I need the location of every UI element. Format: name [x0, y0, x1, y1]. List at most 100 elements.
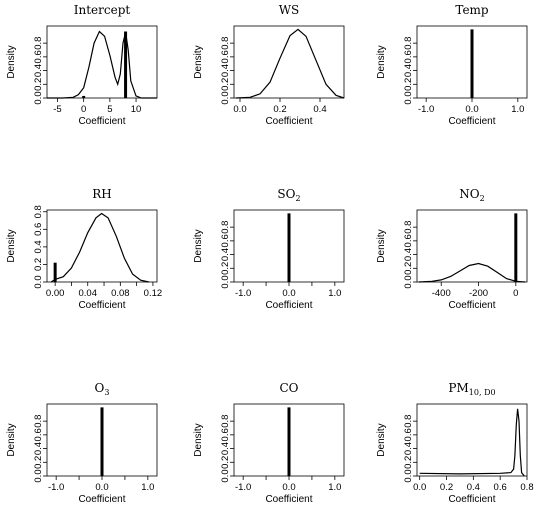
- panel-title: Intercept: [74, 3, 131, 17]
- y-axis-label: Density: [376, 45, 387, 78]
- y-tick-label: 0.4: [403, 64, 414, 77]
- x-tick-label: 0.4: [313, 104, 326, 115]
- y-tick-label: 0.4: [33, 64, 44, 77]
- x-tick-label: 1.0: [141, 482, 154, 493]
- x-tick-label: 0.0: [95, 482, 108, 493]
- y-tick-label: 0.6: [403, 428, 414, 441]
- y-tick-label: 0.0: [220, 91, 231, 104]
- density-panel: Intercept -5 0 5 10 0.00.20.40.60.8 Coefficien…: [6, 3, 158, 127]
- x-axis-label: Coefficient: [448, 300, 495, 311]
- y-tick-label: 0.2: [220, 78, 231, 91]
- panel-title: Temp: [455, 3, 489, 17]
- x-axis-label: Coefficient: [448, 494, 495, 505]
- x-tick-label: 0.0: [413, 482, 426, 493]
- y-tick-label: 0.8: [220, 415, 231, 428]
- x-tick-label: 0: [513, 288, 518, 299]
- x-axis-label: Coefficient: [265, 116, 312, 127]
- y-tick-label: 0.2: [33, 258, 44, 271]
- y-axis-label: Density: [6, 229, 17, 262]
- plot-frame: [416, 403, 528, 477]
- y-tick-label: 0.2: [403, 262, 414, 275]
- y-tick-label: 0.0: [403, 275, 414, 288]
- y-tick-label: 0.8: [33, 37, 44, 50]
- plot-frame: [233, 25, 345, 99]
- y-tick-label: 0.4: [220, 248, 231, 261]
- x-axis-label: Coefficient: [78, 300, 125, 311]
- panel-title: SO2: [277, 187, 300, 203]
- x-tick-label: 1.0: [511, 104, 524, 115]
- x-tick-label: -1.0: [235, 288, 251, 299]
- x-axis-label: Coefficient: [78, 116, 125, 127]
- y-tick-label: 0.4: [33, 240, 44, 253]
- y-tick-label: 0.4: [220, 64, 231, 77]
- y-tick-label: 0.8: [33, 415, 44, 428]
- x-tick-label: 10: [131, 104, 142, 115]
- y-axis-label: Density: [193, 45, 204, 78]
- y-tick-label: 0.8: [220, 221, 231, 234]
- x-tick-label: 0.12: [144, 288, 163, 299]
- y-tick-label: 0.6: [33, 428, 44, 441]
- y-axis-label: Density: [193, 229, 204, 262]
- y-tick-label: 0.4: [220, 442, 231, 455]
- y-tick-label: 0.4: [403, 442, 414, 455]
- y-tick-label: 0.0: [403, 91, 414, 104]
- y-tick-label: 0.8: [403, 37, 414, 50]
- y-tick-label: 0.8: [403, 221, 414, 234]
- y-tick-label: 0.6: [403, 234, 414, 247]
- y-tick-label: 0.2: [403, 78, 414, 91]
- y-tick-label: 0.2: [220, 262, 231, 275]
- x-tick-label: 0.0: [282, 288, 295, 299]
- x-tick-label: -5: [53, 104, 61, 115]
- y-tick-label: 0.2: [33, 78, 44, 91]
- y-tick-label: 0.4: [33, 442, 44, 455]
- y-tick-label: 0.8: [33, 205, 44, 218]
- x-tick-label: 0.4: [467, 482, 480, 493]
- y-tick-label: 0.6: [220, 234, 231, 247]
- density-curve: [50, 212, 150, 283]
- y-tick-label: 0.6: [33, 223, 44, 236]
- x-tick-label: 0.2: [440, 482, 453, 493]
- y-axis-label: Density: [6, 45, 17, 78]
- x-axis-label: Coefficient: [78, 494, 125, 505]
- plot-frame: [416, 209, 528, 283]
- x-tick-label: 0.2: [273, 104, 286, 115]
- y-tick-label: 0.0: [220, 275, 231, 288]
- density-panel: PM10, D00.0 0.2 0.4 0.6 0.80.00.20.40.60.8Co…: [376, 381, 534, 505]
- x-axis-label: Coefficient: [448, 116, 495, 127]
- y-tick-label: 0.0: [403, 469, 414, 482]
- y-tick-label: 0.2: [220, 456, 231, 469]
- y-tick-label: 0.6: [220, 50, 231, 63]
- x-axis-label: Coefficient: [265, 494, 312, 505]
- x-tick-label: 5: [107, 104, 112, 115]
- y-tick-label: 0.0: [220, 469, 231, 482]
- panel-title: WS: [279, 3, 300, 17]
- y-tick-label: 0.6: [33, 50, 44, 63]
- x-tick-label: 0.6: [494, 482, 507, 493]
- y-tick-label: 0.0: [33, 275, 44, 288]
- y-tick-label: 0.8: [220, 37, 231, 50]
- density-curve: [235, 28, 345, 99]
- panel-title: NO2: [459, 187, 484, 203]
- x-tick-label: -1.0: [48, 482, 64, 493]
- x-tick-label: -1.0: [235, 482, 251, 493]
- density-panel: CO-1.0 0.0 1.00.00.20.40.60.8CoefficientDe…: [193, 381, 345, 505]
- density-curve: [419, 408, 525, 477]
- x-tick-label: 0.00: [46, 288, 65, 299]
- density-panel: O3-1.0 0.0 1.00.00.20.40.60.8CoefficientDe…: [6, 381, 158, 505]
- density-curve: [47, 30, 157, 99]
- x-tick-label: 0.0: [233, 104, 246, 115]
- y-axis-label: Density: [6, 423, 17, 456]
- x-tick-label: -200: [469, 288, 488, 299]
- x-tick-label: 0: [81, 104, 86, 115]
- y-tick-label: 0.2: [33, 456, 44, 469]
- y-tick-label: 0.0: [33, 469, 44, 482]
- panel-title: PM10, D0: [448, 381, 495, 397]
- plot-frame: [46, 209, 158, 283]
- density-panel: RH 0.00 0.04 0.08 0.12 0.0 0.2 0.4 0.6 0.8 Coeffic…: [6, 187, 162, 311]
- x-tick-label: 1.0: [328, 482, 341, 493]
- y-axis-label: Density: [376, 229, 387, 262]
- density-curve: [418, 262, 526, 283]
- y-tick-label: 0.4: [403, 248, 414, 261]
- x-tick-label: -400: [432, 288, 451, 299]
